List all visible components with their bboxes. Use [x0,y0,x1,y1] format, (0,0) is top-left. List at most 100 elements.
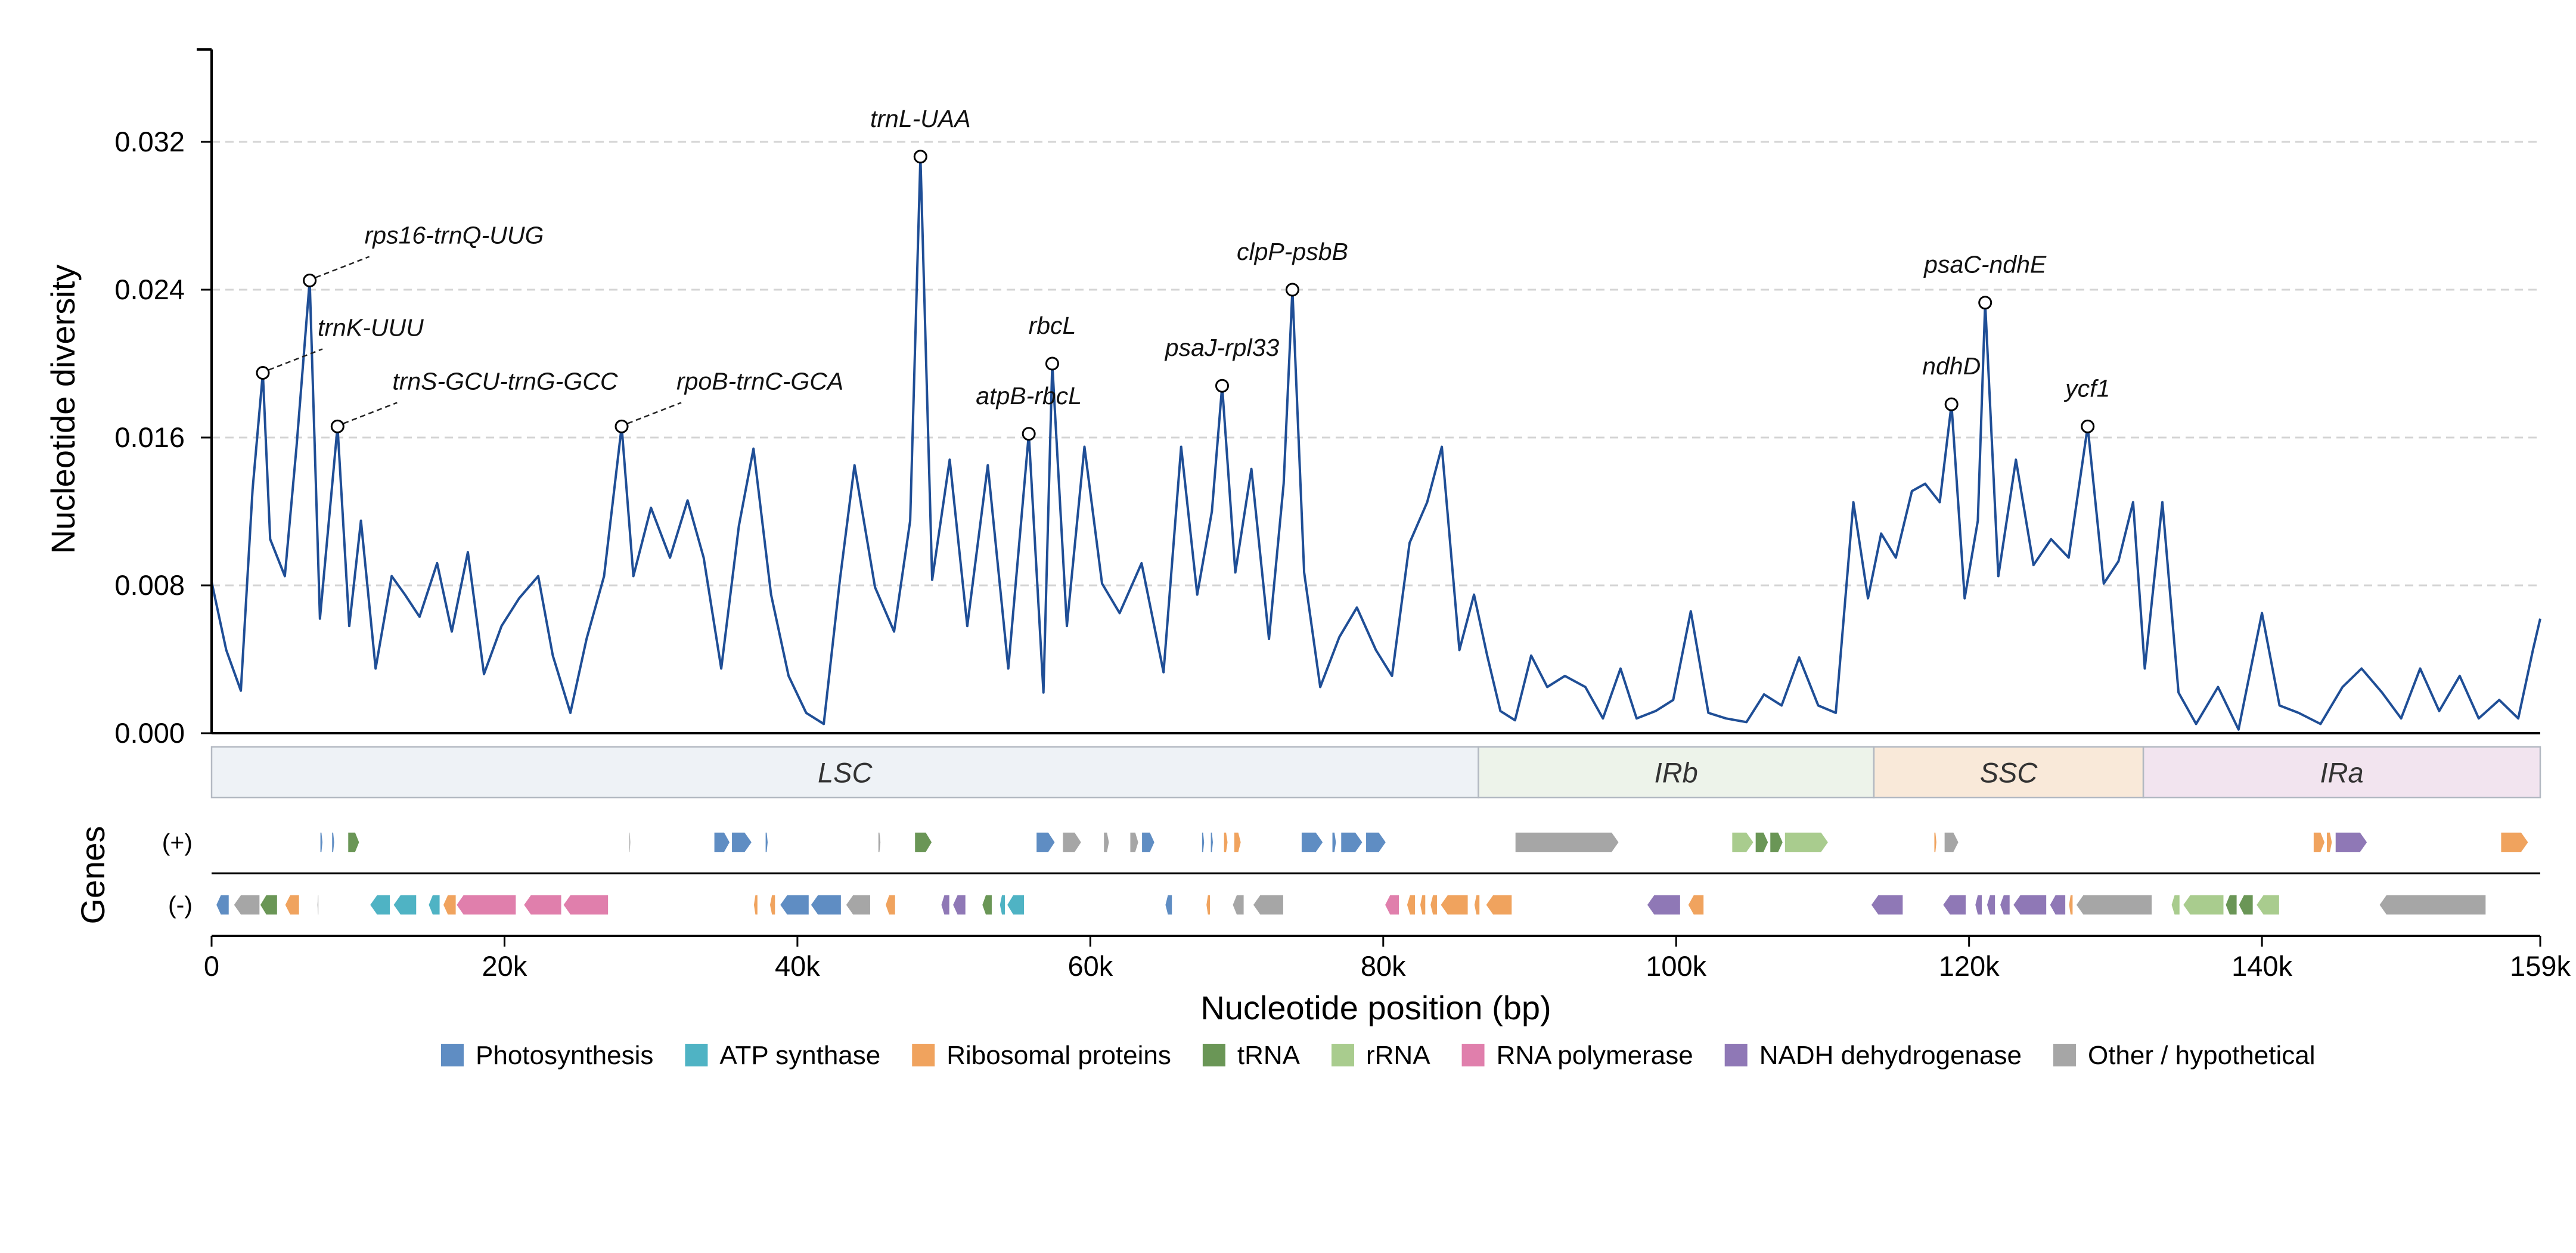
peak-label: rps16-trnQ-UUG [365,222,544,249]
region-box [1873,746,2144,799]
gene-minus-strand [369,894,391,916]
peak-label: rbcL [1029,312,1076,339]
x-tick-label: 80k [1361,950,1406,982]
gene-minus-strand [884,894,896,916]
gene-minus-strand [1986,894,1996,916]
gene-plus-strand [1340,832,1364,853]
gene-plus-strand [2326,832,2333,853]
gene-minus-strand [1384,894,1400,916]
gene-minus-strand [753,894,759,916]
gene-minus-strand [392,894,417,916]
peak-marker [1022,427,1036,441]
gene-plus-strand [731,832,753,853]
peak-marker [1978,296,1992,310]
gene-minus-strand [232,894,260,916]
peak-label: ndhD [1922,352,1981,380]
peak-label: rpoB-trnC-GCA [676,367,843,395]
legend-swatch [1202,1044,1225,1066]
gene-minus-strand [2255,894,2280,916]
peak-label: ycf1 [2063,374,2110,402]
gene-minus-strand [1205,894,1211,916]
peak-marker [1285,283,1299,297]
plus-strand-label: (+) [162,829,193,856]
gene-minus-strand [316,894,319,916]
gene-plus-strand [2500,832,2530,853]
gene-plus-strand [319,832,324,853]
peak-label: atpB-rbcL [976,382,1082,410]
gene-minus-strand [1231,894,1245,916]
x-tick-label: 60k [1067,950,1113,982]
peak-label: trnS-GCU-trnG-GCC [392,367,618,395]
x-tick-label: 140k [2232,950,2292,982]
peak-marker [256,366,270,380]
gene-plus-strand [914,832,933,853]
gene-plus-strand [1103,832,1110,853]
x-tick-label: 0 [204,950,219,982]
peak-label: trnK-UUU [318,314,424,342]
gene-plus-strand [1944,832,1960,853]
peak-label: trnL-UAA [870,105,971,132]
x-tick-label: 120k [1939,950,2000,982]
gene-minus-strand [981,894,993,916]
gene-plus-strand [347,832,360,853]
legend-swatch [1332,1044,1354,1066]
peak-label: clpP-psbB [1237,238,1348,265]
legend-label: Other / hypothetical [2088,1041,2316,1070]
gene-plus-strand [628,832,632,853]
gene-minus-strand [779,894,810,916]
gene-minus-strand [1485,894,1513,916]
gene-plus-strand [2313,832,2326,853]
gene-minus-strand [1439,894,1469,916]
gene-plus-strand [1784,832,1829,853]
y-tick-label: 0.016 [114,421,185,453]
minus-strand-label: (-) [168,891,193,919]
gene-plus-strand [713,832,731,853]
gene-plus-strand [1201,832,1205,853]
gene-plus-strand [1301,832,1324,853]
gene-plus-strand [1755,832,1769,853]
gene-minus-strand [215,894,230,916]
genes-track-title: Genes [74,826,111,925]
gene-minus-strand [810,894,842,916]
legend-swatch [685,1044,708,1066]
legend-swatch [912,1044,935,1066]
peak-marker [913,150,927,164]
gene-minus-strand [455,894,517,916]
gene-minus-strand [523,894,563,916]
peak-marker [303,274,317,287]
gene-minus-strand [1942,894,1967,916]
region-label: SSC [1980,757,2038,789]
y-tick-label: 0.032 [114,126,185,157]
gene-plus-strand [1514,832,1620,853]
legend-label: Ribosomal proteins [946,1041,1171,1070]
gene-minus-strand [2068,894,2074,916]
gene-plus-strand [2335,832,2368,853]
x-tick-label: 100k [1646,950,1706,982]
region-box [1478,746,1875,799]
legend-label: Photosynthesis [476,1041,653,1070]
gene-minus-strand [2012,894,2047,916]
gene-plus-strand [1129,832,1140,853]
gene-plus-strand [331,832,336,853]
gene-plus-strand [1223,832,1229,853]
gene-minus-strand [442,894,457,916]
y-tick-label: 0.024 [114,274,185,305]
gene-map-track: (+) (-) Genes [74,826,2540,925]
gene-minus-strand [1429,894,1438,916]
gene-minus-strand [1999,894,2011,916]
gene-minus-strand [1687,894,1705,916]
gene-minus-strand [999,894,1006,916]
peak-leader-line [315,256,370,278]
gridlines [212,141,2540,587]
gene-minus-strand [427,894,441,916]
axes: 0.000 0.008 0.016 0.024 0.032 Nucleotide dive… [44,48,2571,1026]
gene-minus-strand [1006,894,1025,916]
gene-minus-strand [284,894,300,916]
gene-plus-strand [1035,832,1056,853]
y-axis-title: Nucleotide diversity [44,265,82,554]
gene-plus-strand [1210,832,1214,853]
gene-minus-strand [952,894,967,916]
gene-minus-strand [1419,894,1426,916]
gene-minus-strand [940,894,951,916]
